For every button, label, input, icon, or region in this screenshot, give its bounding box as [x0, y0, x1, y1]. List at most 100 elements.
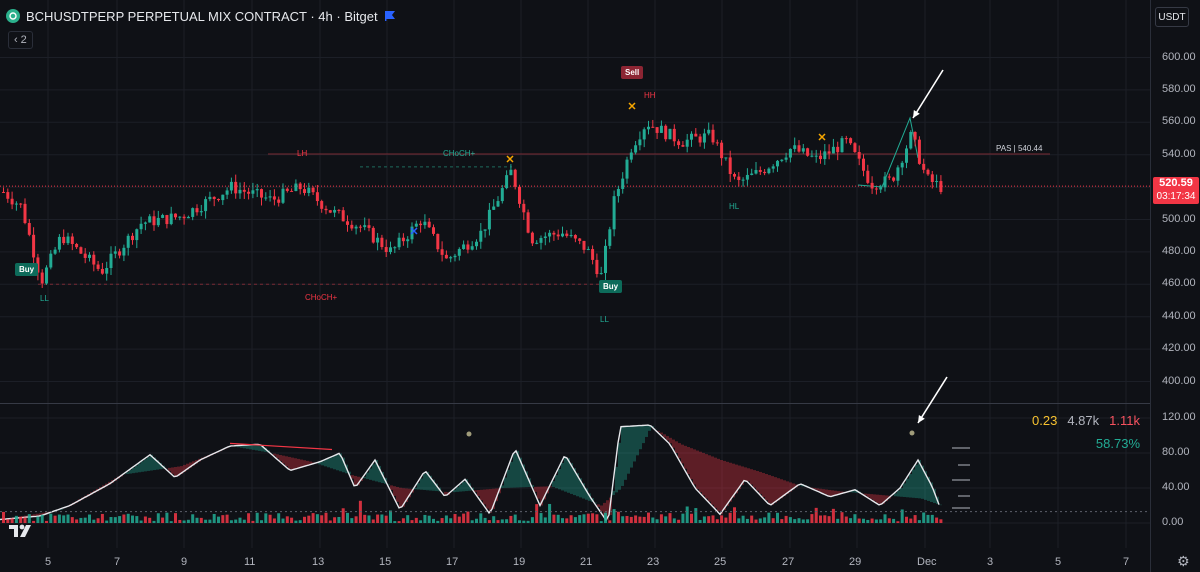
osc-fill — [291, 457, 294, 471]
osc-fill — [381, 471, 384, 484]
candle-body — [389, 247, 392, 253]
candle-body — [62, 236, 66, 244]
osc-fill — [678, 443, 681, 459]
osc-dot — [909, 430, 915, 436]
osc-fill — [912, 469, 915, 498]
candle-body — [625, 159, 629, 179]
osc-fill — [192, 461, 195, 466]
osc-fill — [903, 483, 906, 498]
volume-bar — [874, 519, 878, 523]
osc-line — [0, 424, 940, 522]
osc-fill — [786, 481, 789, 494]
volume-bar — [737, 518, 741, 523]
volume-bar — [247, 513, 251, 523]
candle-body — [935, 181, 939, 183]
osc-fill — [570, 463, 573, 494]
osc-fill — [732, 463, 735, 498]
osc-fill — [825, 489, 828, 495]
osc-fill — [867, 493, 870, 498]
volume-bar — [423, 514, 427, 523]
osc-fill — [489, 488, 492, 513]
candle-body — [866, 170, 870, 183]
candle-body — [616, 188, 620, 197]
osc-fill — [510, 461, 513, 488]
volume-bar — [935, 517, 939, 523]
candle-body — [354, 226, 358, 229]
volume-bar — [930, 514, 934, 523]
osc-fill — [939, 504, 942, 506]
volume-bar — [900, 509, 904, 523]
osc-fill — [849, 491, 852, 493]
osc-fill — [876, 494, 879, 503]
osc-tick: 80.00 — [1162, 446, 1190, 458]
arrow-head — [918, 415, 925, 423]
candle-body — [896, 167, 900, 181]
candle-body — [204, 199, 208, 212]
volume-bar — [625, 515, 629, 523]
volume-bar — [616, 511, 620, 523]
date-tick: 19 — [513, 556, 526, 568]
osc-fill — [516, 450, 519, 488]
osc-fill — [327, 458, 330, 468]
volume-bar — [629, 516, 633, 523]
volume-bar — [479, 513, 483, 523]
candle-body — [19, 203, 23, 205]
symbol-title[interactable]: BCHUSDTPERP PERPETUAL MIX CONTRACT · 4h … — [26, 8, 378, 24]
volume-bar — [466, 511, 470, 523]
candle-body — [281, 188, 285, 203]
volume-bar — [591, 513, 595, 523]
osc-fill — [534, 486, 537, 492]
osc-fill — [129, 469, 132, 474]
candle-body — [182, 216, 186, 219]
volume-bar — [750, 515, 754, 523]
candle-body — [70, 236, 74, 244]
volume-bar — [45, 520, 48, 523]
osc-fill — [339, 453, 342, 472]
candle-body — [844, 138, 848, 140]
structure-lines — [0, 116, 1150, 285]
osc-fill — [735, 464, 738, 494]
osc-fill — [660, 432, 663, 435]
candle-body — [169, 213, 173, 225]
volume-bar — [462, 513, 466, 523]
volume-bar — [724, 517, 728, 523]
volume-bar — [92, 519, 96, 523]
candle-body — [23, 203, 27, 224]
candle-body — [444, 254, 448, 259]
volume-bar — [801, 519, 805, 523]
candle-body — [892, 177, 896, 181]
indicator-toggle[interactable]: ‹ 2 — [8, 31, 33, 49]
volume-bar — [905, 516, 908, 523]
osc-fill — [468, 483, 471, 491]
currency-button[interactable]: USDT — [1155, 7, 1189, 27]
osc-fill — [537, 486, 540, 499]
volume-bar — [711, 515, 715, 523]
osc-fill — [414, 487, 417, 490]
osc-fill — [24, 515, 27, 518]
tradingview-logo-icon[interactable] — [8, 524, 38, 538]
osc-fill — [579, 478, 582, 498]
osc-fill — [600, 505, 603, 512]
flag-icon[interactable] — [384, 10, 396, 22]
grid — [0, 0, 1150, 548]
volume-bar — [728, 512, 732, 523]
candle-body — [930, 174, 934, 183]
volume-bar — [260, 520, 263, 523]
volume-bar — [483, 517, 487, 523]
volume-bar — [840, 512, 844, 523]
candle-body — [500, 188, 504, 202]
price-tick: 600.00 — [1162, 50, 1196, 63]
volume-bar — [500, 519, 504, 523]
candle-body — [651, 126, 655, 128]
gear-icon[interactable]: ⚙ — [1177, 553, 1190, 569]
candle-body — [350, 224, 354, 229]
volume-bar — [100, 513, 104, 523]
volume-bar — [393, 521, 397, 523]
osc-fill — [777, 478, 780, 501]
symbol-header[interactable]: BCHUSDTPERP PERPETUAL MIX CONTRACT · 4h … — [6, 7, 396, 25]
volume-bar — [788, 517, 792, 523]
candles — [2, 119, 943, 288]
volume-bar — [926, 514, 930, 523]
osc-fill — [756, 471, 759, 491]
